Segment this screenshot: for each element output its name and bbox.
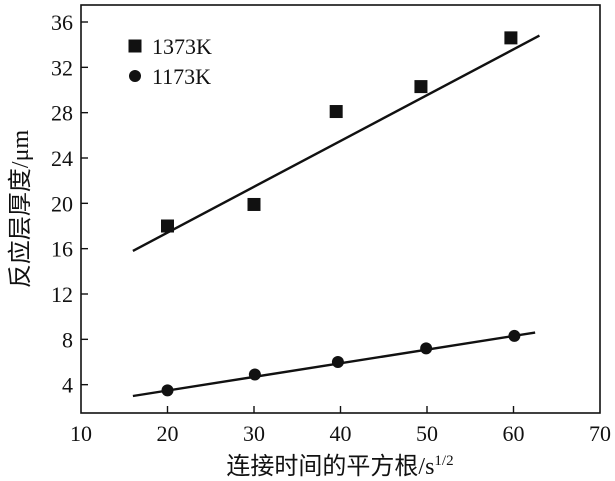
data-point-circle — [420, 342, 433, 355]
y-tick-label: 32 — [51, 55, 73, 80]
legend: 1373K 1173K — [128, 34, 212, 89]
y-tick-label: 36 — [51, 10, 73, 35]
fit-lines — [132, 34, 541, 398]
y-axis-label: 反应层厚度/μm — [7, 130, 34, 289]
data-point-circle — [331, 356, 344, 368]
legend-marker-square — [128, 39, 142, 53]
y-tick-label: 8 — [62, 327, 73, 352]
y-tick-label: 28 — [51, 101, 73, 126]
data-point-square — [329, 105, 343, 119]
x-tick-label: 10 — [70, 421, 92, 446]
x-axis-label-superscript: 1/2 — [434, 453, 453, 469]
x-tick-label: 50 — [416, 421, 438, 446]
y-tick-label: 4 — [62, 373, 73, 398]
data-point-square — [161, 219, 174, 233]
data-point-square — [504, 31, 518, 45]
x-axis-label-main: 连接时间的平方根/s — [226, 453, 434, 480]
x-tick-label: 20 — [157, 421, 179, 446]
x-tick-label: 60 — [503, 421, 525, 446]
legend-label: 1373K — [152, 34, 212, 59]
data-point-square — [247, 197, 261, 211]
y-tick-label: 20 — [51, 191, 73, 216]
x-axis-label: 连接时间的平方根/s1/2 — [226, 453, 453, 480]
y-tick-label: 16 — [51, 237, 73, 262]
data-point-square — [414, 80, 428, 94]
fit-line-series-1 — [132, 34, 541, 252]
legend-marker-circle — [129, 70, 141, 82]
x-tick-label: 40 — [330, 421, 352, 446]
data-point-circle — [248, 368, 261, 381]
data-point-circle — [161, 384, 174, 397]
data-markers — [161, 31, 521, 397]
x-tick-label: 30 — [243, 421, 265, 446]
x-tick-label: 70 — [589, 421, 611, 446]
legend-label: 1173K — [152, 64, 211, 89]
x-axis-ticks: 10 20 30 40 50 60 70 — [70, 406, 611, 446]
y-tick-label: 24 — [51, 146, 73, 171]
y-axis-ticks: 4 8 12 16 20 24 28 32 36 — [51, 10, 88, 398]
data-point-circle — [508, 329, 521, 342]
y-tick-label: 12 — [51, 282, 73, 307]
